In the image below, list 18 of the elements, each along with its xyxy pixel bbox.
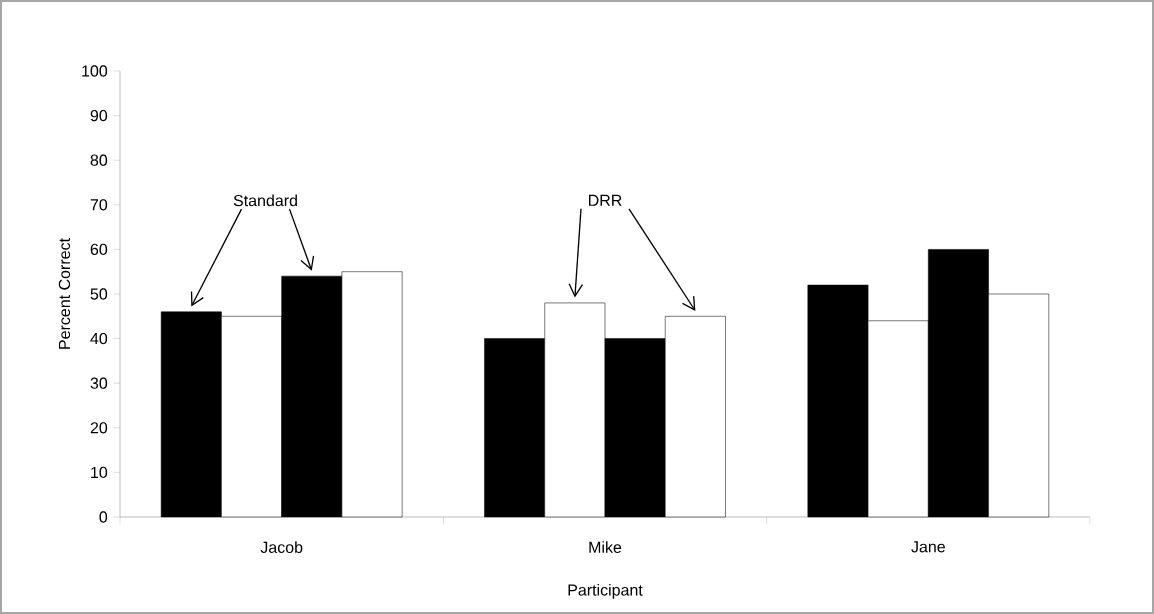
y-tick-label: 90 bbox=[90, 109, 108, 122]
annotation: DRR bbox=[588, 194, 622, 206]
y-tick-label: 10 bbox=[91, 466, 108, 479]
y-tick-label: 80 bbox=[90, 154, 108, 166]
x-tick-label: Jacob bbox=[260, 541, 303, 553]
y-axis-title: Percent Correct bbox=[58, 238, 71, 349]
y-tick-label: 60 bbox=[90, 243, 108, 256]
annotation: Standard bbox=[233, 194, 297, 207]
y-tick-label: 40 bbox=[90, 332, 108, 345]
y-tick-label: 30 bbox=[90, 377, 108, 389]
y-tick-label: 50 bbox=[90, 288, 108, 300]
x-tick-label: Mike bbox=[589, 541, 622, 553]
y-tick-label: 0 bbox=[99, 511, 108, 523]
y-tick-label: 20 bbox=[90, 422, 108, 434]
x-axis-title: Participant bbox=[568, 583, 643, 599]
y-tick-label: 70 bbox=[90, 199, 108, 211]
y-tick-label: 100 bbox=[82, 65, 108, 77]
x-tick-label: Jane bbox=[911, 541, 945, 553]
